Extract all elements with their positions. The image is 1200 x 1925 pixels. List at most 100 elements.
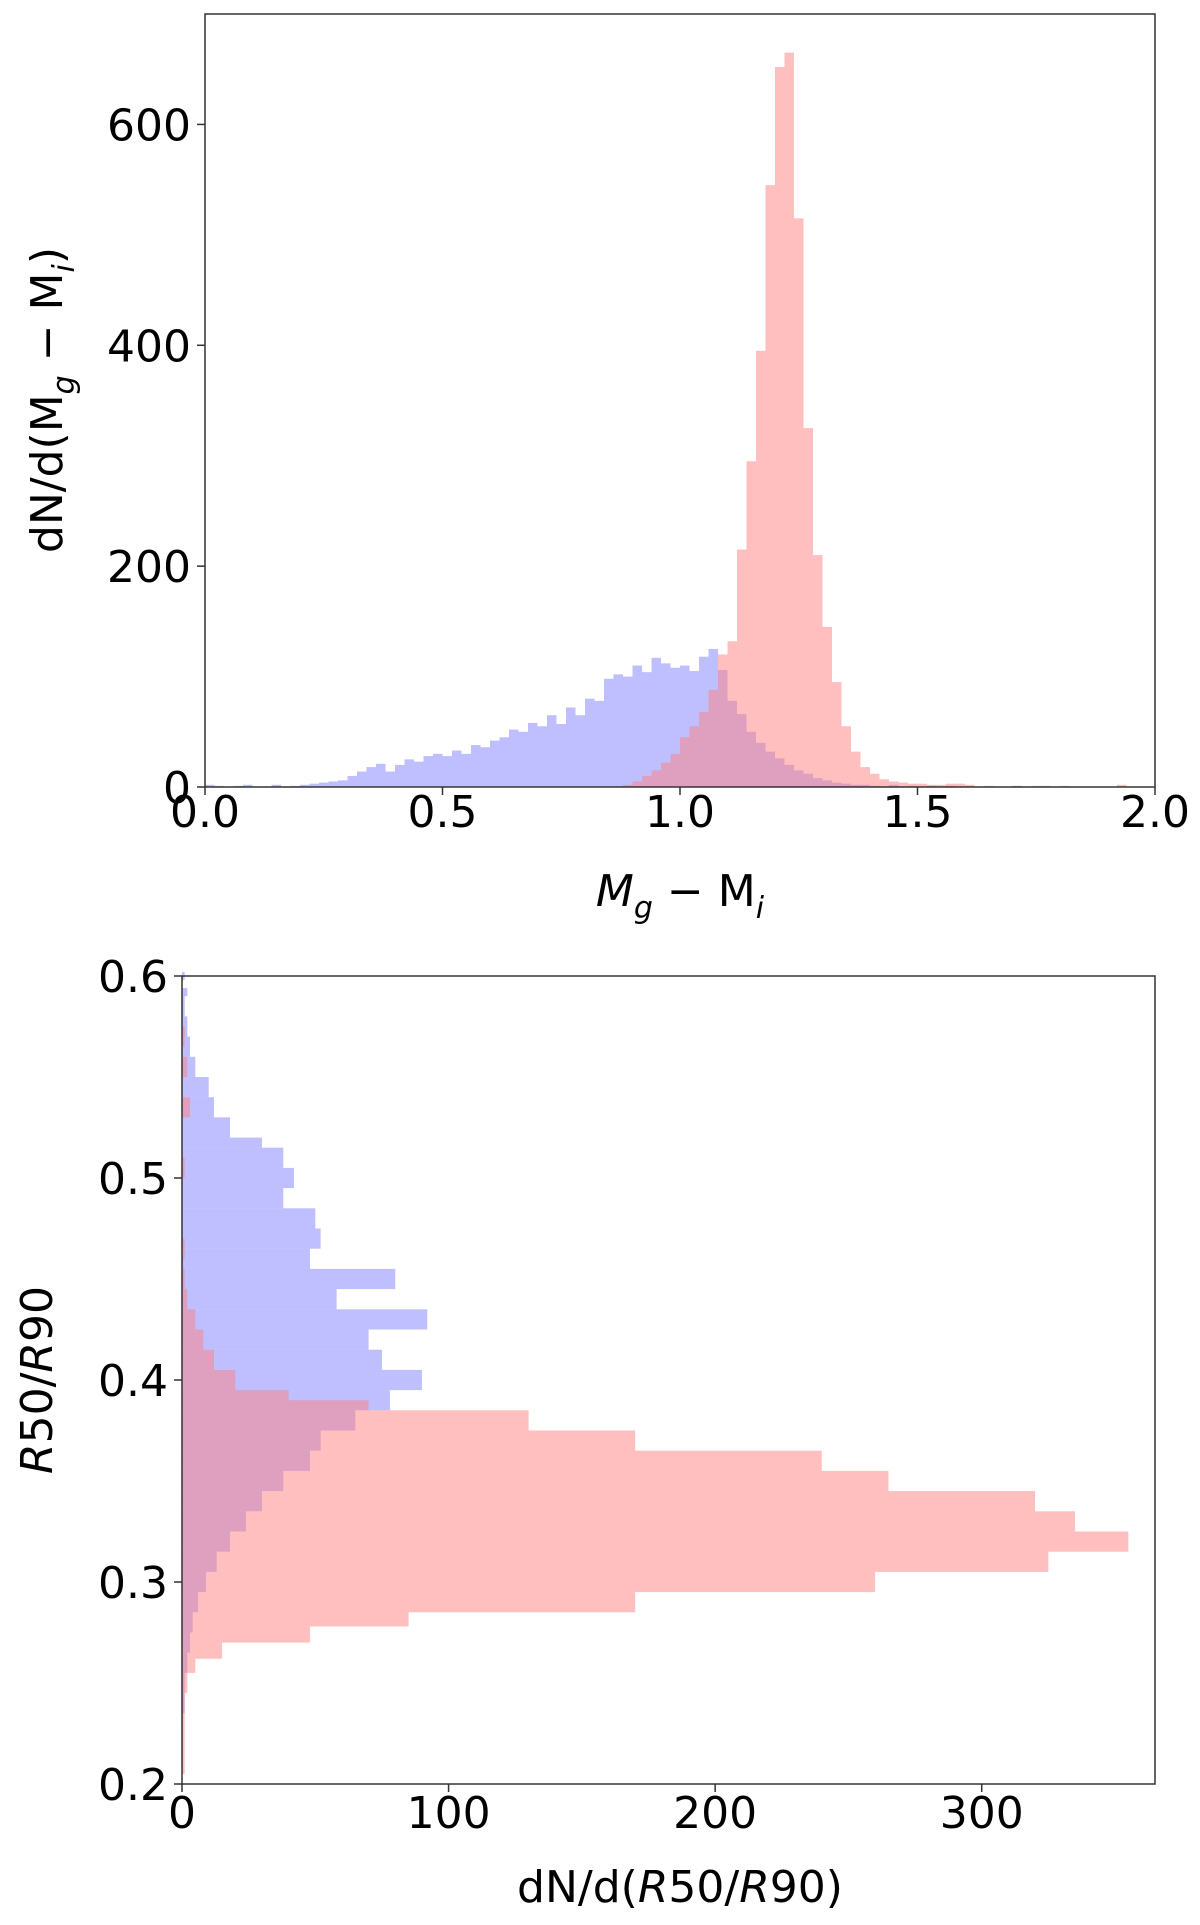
- histogram-bar: [300, 784, 310, 787]
- histogram-bar: [182, 1097, 190, 1118]
- histogram-bar: [404, 759, 414, 787]
- histogram-bar: [870, 773, 880, 787]
- histogram-bar: [813, 555, 823, 787]
- histogram-bar: [480, 747, 490, 787]
- histogram-bar: [182, 1410, 529, 1431]
- histogram-bar: [182, 1329, 204, 1350]
- histogram-bar: [182, 1167, 294, 1189]
- top-histogram-panel: 0.0 0.5 1.0 1.5 2.0 0 200 400 600 Mg − Mi dN/d(…: [22, 13, 1190, 926]
- histogram-bar: [182, 1137, 262, 1148]
- top-x-axis-label: Mg − Mi: [596, 866, 765, 926]
- histogram-bar: [642, 672, 652, 787]
- histogram-bar: [347, 775, 357, 787]
- histogram-bar: [955, 783, 965, 787]
- histogram-bar: [699, 711, 709, 787]
- histogram-bar: [182, 1693, 185, 1714]
- histogram-bar: [765, 185, 775, 787]
- histogram-bar: [182, 1390, 289, 1401]
- histogram-bar: [182, 1369, 422, 1391]
- y-tick-label: 0.2: [98, 1760, 168, 1811]
- histogram-bar: [182, 1753, 185, 1774]
- top-histogram-bars: [205, 52, 1127, 788]
- histogram-bar: [490, 740, 500, 787]
- histogram-bar: [385, 771, 395, 787]
- top-x-ticks: 0.0 0.5 1.0 1.5 2.0: [170, 787, 1190, 838]
- x-tick-label: 1.5: [883, 787, 953, 838]
- histogram-bar: [182, 1268, 396, 1290]
- histogram-bar: [898, 782, 908, 787]
- histogram-bar: [182, 1658, 196, 1673]
- histogram-bar: [423, 756, 433, 787]
- histogram-bar: [927, 784, 937, 787]
- histogram-bar: [182, 1626, 310, 1643]
- histogram-bar: [822, 626, 832, 787]
- histogram-bar: [182, 1157, 185, 1178]
- y-tick-label: 0.3: [98, 1558, 168, 1609]
- histogram-bar: [182, 1077, 209, 1098]
- histogram-bar: [936, 784, 946, 787]
- histogram-bar: [182, 1531, 1129, 1552]
- histogram-bar: [746, 461, 756, 787]
- histogram-bar: [205, 784, 215, 787]
- histogram-bar: [613, 674, 623, 787]
- histogram-bar: [632, 665, 642, 787]
- histogram-bar: [689, 726, 699, 787]
- histogram-bar: [651, 657, 661, 787]
- x-tick-label: 2.0: [1120, 787, 1190, 838]
- top-y-ticks: 0 200 400 600: [107, 100, 205, 814]
- histogram-bar: [661, 663, 671, 787]
- histogram-bar: [594, 700, 604, 787]
- histogram-bar: [338, 780, 348, 787]
- histogram-bar: [1117, 784, 1127, 787]
- histogram-bar: [182, 1268, 185, 1290]
- histogram-bar: [182, 1036, 190, 1057]
- histogram-bar: [623, 676, 633, 787]
- histogram-bar: [182, 1329, 369, 1350]
- histogram-bar: [182, 1592, 636, 1613]
- x-tick-label: 300: [940, 1788, 1024, 1839]
- histogram-bar: [182, 1511, 1076, 1532]
- x-tick-label: 0.0: [170, 787, 240, 838]
- histogram-bar: [452, 750, 462, 787]
- y-tick-label: 0.5: [98, 1154, 168, 1205]
- histogram-bar: [319, 782, 329, 787]
- histogram-bar: [309, 783, 319, 787]
- histogram-bar: [642, 775, 652, 787]
- histogram-bar: [182, 1450, 822, 1471]
- histogram-bar: [182, 1733, 185, 1754]
- histogram-bar: [775, 67, 785, 787]
- histogram-bar: [727, 641, 737, 787]
- histogram-bar: [182, 1147, 284, 1168]
- histogram-bar: [851, 751, 861, 787]
- histogram-bar: [182, 1026, 185, 1047]
- histogram-bar: [670, 667, 680, 787]
- histogram-bar: [442, 756, 452, 787]
- histogram-bar: [182, 1248, 310, 1269]
- histogram-bar: [528, 722, 538, 787]
- histogram-bar: [182, 1309, 196, 1330]
- histogram-bar: [182, 1349, 214, 1370]
- histogram-bar: [182, 1228, 321, 1249]
- histogram-bar: [917, 783, 927, 787]
- histogram-bar: [946, 783, 956, 787]
- histogram-bar: [182, 1612, 409, 1627]
- histogram-bar: [651, 770, 661, 787]
- histogram-bar: [395, 764, 405, 787]
- histogram-bar: [499, 737, 509, 787]
- histogram-bar: [182, 1289, 337, 1310]
- histogram-bar: [414, 761, 424, 787]
- histogram-bar: [182, 1400, 369, 1411]
- histogram-bar: [182, 1430, 636, 1451]
- bottom-y-axis-label: R50/R90: [12, 1286, 63, 1474]
- histogram-bar: [794, 218, 804, 788]
- bottom-histogram-panel: 0 100 200 300 0.2 0.3 0.4 0.5 0.6 dN/d(R50/R90)…: [12, 952, 1156, 1913]
- histogram-bar: [376, 763, 386, 787]
- y-tick-label: 0.4: [98, 1356, 168, 1407]
- histogram-bar: [182, 1188, 284, 1209]
- histogram-bar: [433, 753, 443, 787]
- y-tick-label: 400: [107, 321, 191, 372]
- histogram-bar: [566, 707, 576, 787]
- histogram-bar: [680, 737, 690, 787]
- histogram-bar: [803, 428, 813, 787]
